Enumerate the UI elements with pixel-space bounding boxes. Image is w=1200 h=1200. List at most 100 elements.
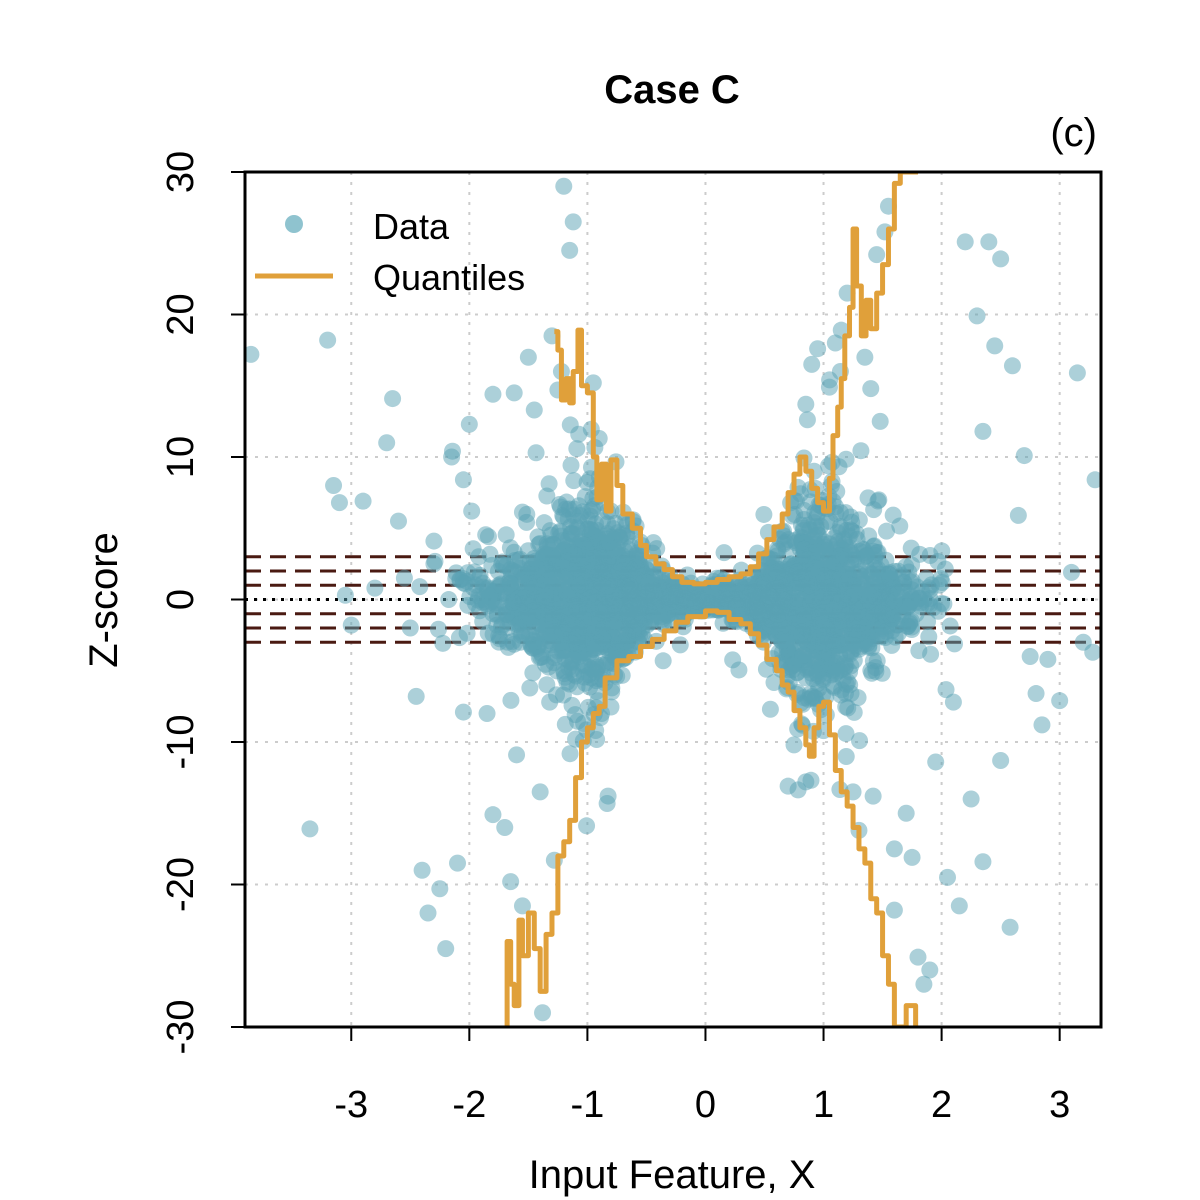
scatter-point [538,676,556,694]
x-tick-label-0: -3 [334,1084,368,1126]
y-tick-label-4: 10 [160,436,202,478]
scatter-point [342,616,360,634]
scatter-point [1009,506,1027,524]
scatter-point [910,642,928,660]
y-tick-label-1: -20 [160,857,202,912]
scatter-point [1051,692,1069,710]
scatter-point [936,560,954,578]
scatter-point [807,559,825,577]
scatter-point [618,627,636,645]
scatter-point [570,497,588,515]
quantile-lower-line [504,608,919,1027]
scatter-point [513,897,531,915]
scatter-point [775,591,793,609]
scatter-point [941,617,959,635]
scatter-point [814,583,832,601]
scatter-point [886,628,904,646]
scatter-point [1039,650,1057,668]
scatter-point [590,548,608,566]
scatter-point [755,617,773,635]
scatter-point [881,569,899,587]
y-axis: -30 -20 -10 0 10 20 30 [160,151,245,1054]
scatter-point [490,576,508,594]
scatter-point [437,940,455,958]
scatter-point [654,604,672,622]
scatter-point [1074,633,1092,651]
scatter-point [654,652,672,670]
scatter-point [519,348,537,366]
scatter-point [845,637,863,655]
scatter-point [568,678,586,696]
scatter-point [885,901,903,919]
scatter-point [607,597,625,615]
scatter-point [768,563,786,581]
scatter-point [774,624,792,642]
scatter-point [837,725,855,743]
scatter-point [878,522,896,540]
scatter-point [384,390,402,408]
scatter-point [827,554,845,572]
scatter-point [867,662,885,680]
scatter-point [366,579,384,597]
scatter-point [863,576,881,594]
scatter-point [484,385,502,403]
scatter-point [556,668,574,686]
x-tick-label-2: -1 [571,1084,605,1126]
scatter-point [541,693,559,711]
scatter-point [837,606,855,624]
x-tick-label-1: -2 [452,1084,486,1126]
scatter-point [645,582,663,600]
scatter-point [765,673,783,691]
scatter-point [460,415,478,433]
scatter-point [554,686,572,704]
scatter-point [823,657,841,675]
scatter-point [443,448,461,466]
scatter-point [856,348,874,366]
scatter-point [832,636,850,654]
scatter-point [715,544,733,562]
scatter-point [865,501,883,519]
scatter-point [950,897,968,915]
scatter-point [588,731,606,749]
scatter-point [425,532,443,550]
scatter-point [924,599,942,617]
scatter-point [761,700,779,718]
scatter-point [575,568,593,586]
y-tick-label-2: -10 [160,715,202,770]
scatter-point [775,535,793,553]
scatter-point [586,639,604,657]
scatter-point [921,547,939,565]
scatter-point [484,806,502,824]
quantile-lines [504,172,919,1027]
scatter-point [903,848,921,866]
chart-title: Case C [604,68,740,112]
scatter-point [809,340,827,358]
scatter-point [956,233,974,251]
scatter-point [897,804,915,822]
scatter-point [543,633,561,651]
scatter-point [470,548,488,566]
scatter-point [644,558,662,576]
scatter-point [962,790,980,808]
scatter-point [561,241,579,259]
scatter-point [354,492,372,510]
scatter-point [568,440,586,458]
scatter-point [564,213,582,231]
scatter-point [837,747,855,765]
scatter-point [440,591,458,609]
scatter-point [325,477,343,494]
scatter-point [528,640,546,658]
scatter-point [794,646,812,664]
scatter-point [899,598,917,616]
scatter-point [419,904,437,922]
scatter-point [565,472,583,490]
scatter-point [555,177,573,195]
scatter-points [245,177,1101,1022]
scatter-point [561,416,579,434]
scatter-point [556,715,574,733]
scatter-point [927,753,945,771]
scatter-point [816,627,834,645]
scatter-point [920,628,938,646]
scatter-point [866,547,884,565]
